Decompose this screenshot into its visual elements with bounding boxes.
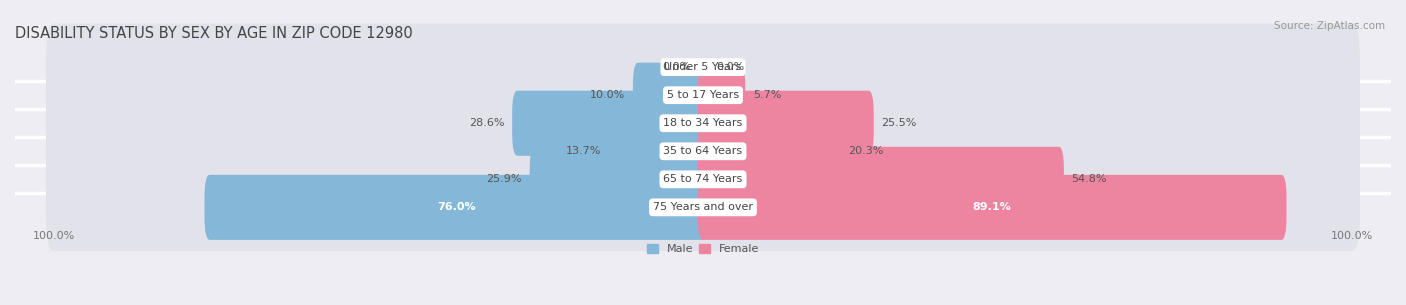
Text: 76.0%: 76.0% xyxy=(437,202,475,212)
Text: Under 5 Years: Under 5 Years xyxy=(665,62,741,72)
FancyBboxPatch shape xyxy=(46,80,1360,167)
FancyBboxPatch shape xyxy=(609,119,709,184)
Text: 89.1%: 89.1% xyxy=(973,202,1011,212)
Text: 5 to 17 Years: 5 to 17 Years xyxy=(666,90,740,100)
Text: 10.0%: 10.0% xyxy=(591,90,626,100)
FancyBboxPatch shape xyxy=(46,163,1360,251)
Text: 5.7%: 5.7% xyxy=(754,90,782,100)
Text: 28.6%: 28.6% xyxy=(468,118,505,128)
Text: 54.8%: 54.8% xyxy=(1071,174,1107,184)
Text: 75 Years and over: 75 Years and over xyxy=(652,202,754,212)
Text: 25.5%: 25.5% xyxy=(882,118,917,128)
FancyBboxPatch shape xyxy=(46,108,1360,195)
FancyBboxPatch shape xyxy=(204,175,709,240)
Text: 35 to 64 Years: 35 to 64 Years xyxy=(664,146,742,156)
Text: 25.9%: 25.9% xyxy=(486,174,522,184)
FancyBboxPatch shape xyxy=(697,119,839,184)
Text: 18 to 34 Years: 18 to 34 Years xyxy=(664,118,742,128)
FancyBboxPatch shape xyxy=(530,147,709,212)
Legend: Male, Female: Male, Female xyxy=(643,240,763,259)
FancyBboxPatch shape xyxy=(46,136,1360,223)
FancyBboxPatch shape xyxy=(46,52,1360,139)
FancyBboxPatch shape xyxy=(46,23,1360,111)
Text: DISABILITY STATUS BY SEX BY AGE IN ZIP CODE 12980: DISABILITY STATUS BY SEX BY AGE IN ZIP C… xyxy=(15,26,413,41)
FancyBboxPatch shape xyxy=(697,175,1286,240)
Text: 65 to 74 Years: 65 to 74 Years xyxy=(664,174,742,184)
FancyBboxPatch shape xyxy=(697,147,1064,212)
Text: 0.0%: 0.0% xyxy=(662,62,690,72)
FancyBboxPatch shape xyxy=(512,91,709,156)
FancyBboxPatch shape xyxy=(633,63,709,128)
Text: 0.0%: 0.0% xyxy=(716,62,744,72)
Text: Source: ZipAtlas.com: Source: ZipAtlas.com xyxy=(1274,21,1385,31)
Text: 20.3%: 20.3% xyxy=(848,146,883,156)
FancyBboxPatch shape xyxy=(697,63,745,128)
Text: 13.7%: 13.7% xyxy=(565,146,602,156)
FancyBboxPatch shape xyxy=(697,91,873,156)
